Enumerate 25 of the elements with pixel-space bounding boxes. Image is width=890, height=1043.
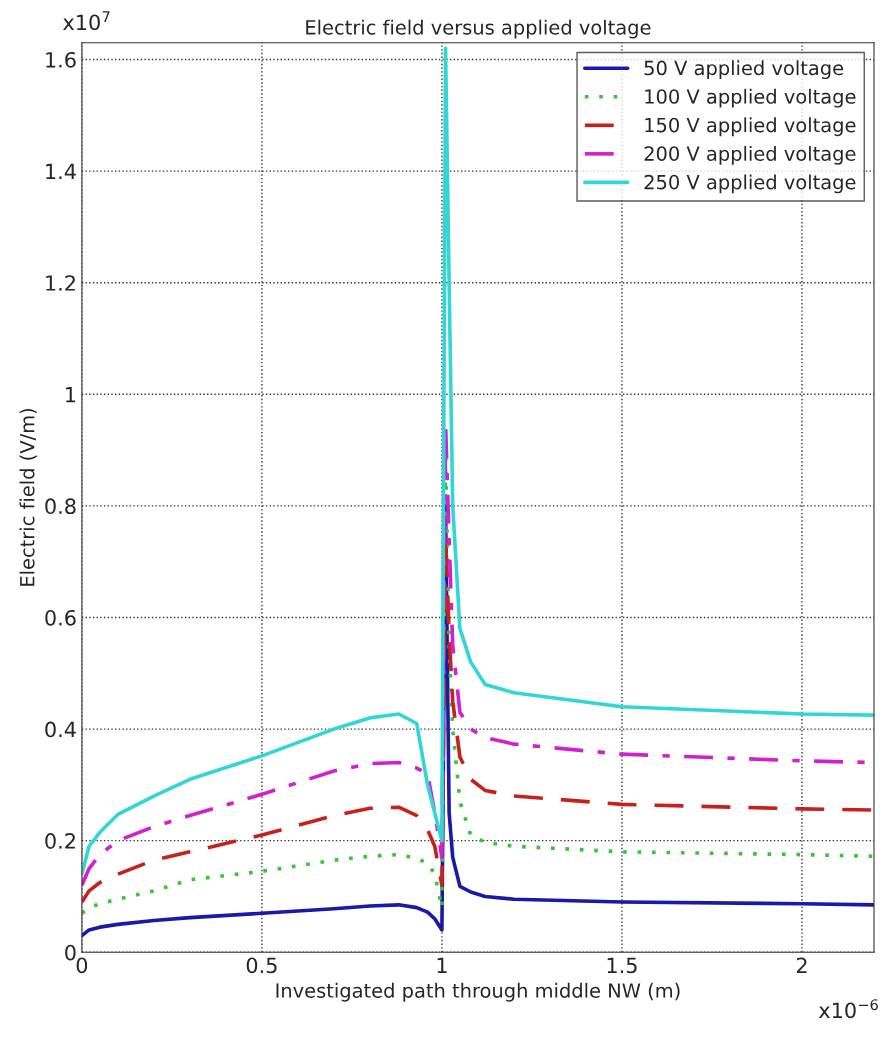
x-tick-label: 2 (796, 957, 807, 973)
y-tick-label: 1.6 (46, 51, 76, 68)
legend-label: 150 V applied voltage (645, 117, 856, 137)
legend-label: 50 V applied voltage (644, 60, 844, 80)
y-tick-label: 1.2 (46, 275, 75, 291)
y-tick-label: 1 (66, 387, 76, 403)
text: x10$^{7}$ (63, 11, 110, 31)
x-tick-label: 1.5 (607, 957, 637, 974)
x-tick-label: 0.5 (246, 957, 277, 974)
x-tick-label: 0 (76, 957, 88, 974)
y-axis-title: Electric field (V/m) (19, 409, 37, 586)
y-tick-label: 1.4 (46, 163, 76, 180)
y-tick-label: 0 (65, 944, 76, 961)
line-series (81, 46, 874, 876)
chart-title: Electric field versus applied voltage (306, 19, 651, 39)
x-tick-label: 1 (437, 957, 447, 973)
y-tick-label: 0.4 (45, 721, 76, 738)
legend-label: 100 V applied voltage (645, 88, 856, 108)
y-tick-label: 0.8 (45, 498, 76, 515)
y-tick-label: 0.6 (45, 609, 76, 626)
y-tick-label: 0.2 (45, 833, 75, 849)
legend-label: 200 V applied voltage (644, 145, 856, 165)
x-axis-title: Investigated path through middle NW (m) (276, 982, 680, 1002)
legend-label: 250 V applied voltage (644, 174, 856, 194)
text: x10$^{−6}$ (818, 999, 878, 1019)
